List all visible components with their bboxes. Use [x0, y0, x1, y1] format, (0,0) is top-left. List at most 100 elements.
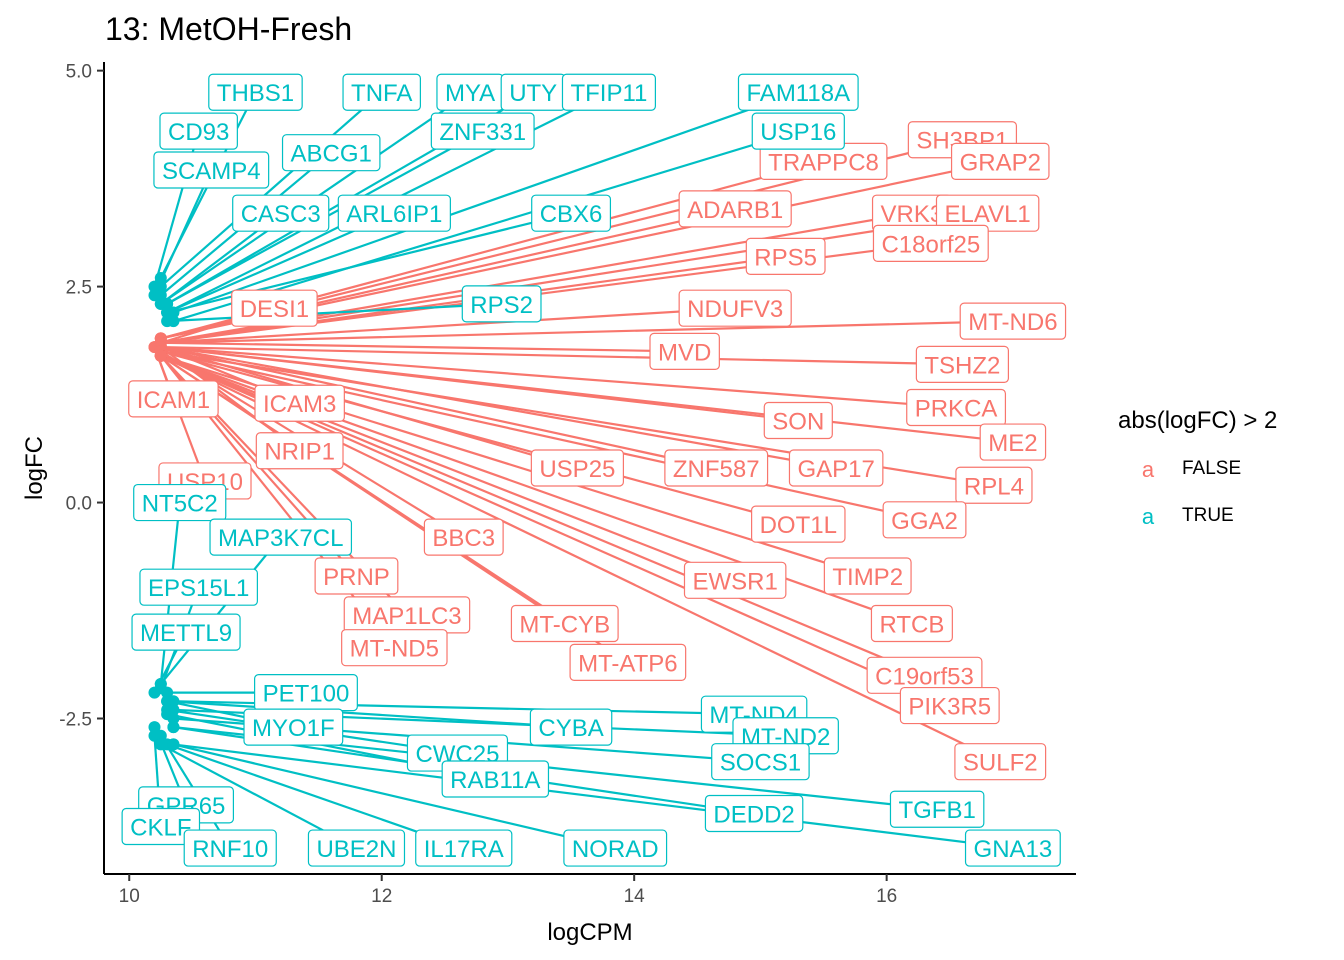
label-segment	[160, 345, 963, 366]
data-label-box	[915, 345, 1009, 383]
data-label-text: NRIP1	[264, 439, 335, 466]
data-label: THBS1	[208, 73, 303, 111]
legend-title: abs(logFC) > 2	[1118, 407, 1277, 434]
data-label-text: FAM118A	[746, 80, 850, 107]
legend-key-false: a	[1142, 457, 1155, 482]
data-label-text: TRAPPC8	[768, 149, 879, 176]
data-label: DOT1L	[751, 505, 846, 543]
data-label-box	[243, 708, 344, 746]
data-label-text: IL17RA	[424, 836, 504, 863]
data-label-text: METTL9	[140, 620, 232, 647]
data-label: TIMP2	[823, 557, 912, 595]
data-point	[167, 712, 180, 725]
y-tick-label: 0.0	[66, 494, 92, 515]
data-point	[161, 315, 174, 328]
data-label: ZNF331	[430, 112, 535, 150]
label-segment	[160, 345, 957, 409]
data-label-box	[737, 73, 859, 111]
x-tick-label: 16	[876, 886, 897, 907]
data-label-text: MYO1F	[252, 715, 335, 742]
legend-label-true: TRUE	[1182, 505, 1234, 526]
data-label-box	[415, 829, 513, 867]
data-label: CYBA	[529, 708, 613, 746]
data-label-box	[153, 151, 270, 189]
label-segment	[160, 350, 799, 526]
data-label-box	[430, 112, 535, 150]
data-label-text: MT-CYB	[519, 611, 610, 638]
data-label-box	[337, 194, 451, 232]
data-label-text: RTCB	[879, 611, 944, 638]
legend-label-false: FALSE	[1182, 458, 1241, 479]
data-label-box	[664, 449, 769, 487]
data-label-text: TNFA	[351, 80, 412, 107]
data-label: TFIP11	[561, 73, 656, 111]
label-segment	[173, 743, 616, 850]
label-segment	[160, 345, 837, 470]
data-label: TRAPPC8	[759, 142, 888, 180]
data-label-text: NDUFV3	[687, 296, 783, 323]
data-label: MAP3K7CL	[209, 518, 353, 556]
data-label-box	[704, 794, 804, 833]
data-label-text: ELAVL1	[944, 201, 1030, 228]
data-label: MVD	[649, 332, 720, 370]
data-label: C19orf53	[866, 656, 983, 694]
data-label: RNF10	[183, 829, 277, 867]
data-point	[167, 738, 180, 751]
data-label-box	[423, 518, 504, 556]
data-label-text: MAP3K7CL	[218, 525, 343, 552]
data-label-text: GRAP2	[960, 149, 1041, 176]
data-label-text: RPL4	[964, 473, 1024, 500]
data-label: SULF2	[954, 743, 1047, 781]
data-label: ABCG1	[281, 134, 381, 172]
data-label-text: ICAM3	[263, 391, 336, 418]
data-label-box	[751, 112, 845, 150]
data-label-text: NORAD	[572, 836, 659, 863]
data-label-text: RPS2	[470, 292, 533, 319]
data-point	[148, 721, 161, 734]
data-label-box	[441, 760, 550, 798]
data-label: TGFB1	[889, 790, 985, 828]
data-label: MT-CYB	[510, 604, 619, 643]
data-label-text: PRNP	[323, 564, 390, 591]
data-label-text: CASC3	[241, 201, 321, 228]
data-label-box	[870, 604, 953, 643]
data-label-box	[563, 829, 668, 867]
data-label: MT-ATP6	[569, 643, 687, 681]
data-label-text: MYA	[445, 80, 495, 107]
data-label-box	[208, 73, 303, 111]
data-label-text: GAP17	[797, 456, 874, 483]
data-label-box	[561, 73, 656, 111]
data-label-box	[209, 518, 353, 556]
y-ticks: 5.0 2.5 0.0 -2.5	[59, 62, 104, 731]
data-label-box	[678, 289, 792, 327]
data-label-text: CBX6	[540, 201, 603, 228]
data-label-box	[955, 466, 1033, 504]
data-label-box	[788, 449, 884, 487]
data-label-box	[530, 449, 625, 487]
data-label: GAP17	[788, 449, 884, 487]
data-label-text: DESI1	[240, 296, 309, 323]
data-point	[148, 686, 161, 699]
data-point	[154, 297, 167, 310]
data-point	[161, 306, 174, 319]
data-label-text: MVD	[658, 339, 711, 366]
data-label: UTY	[500, 73, 566, 111]
data-label-box	[979, 423, 1047, 461]
label-segment	[159, 536, 282, 685]
data-label-text: SULF2	[963, 750, 1038, 777]
data-label-box	[121, 807, 201, 846]
data-label: SCAMP4	[153, 151, 270, 189]
data-label-box	[649, 332, 720, 370]
data-label: SOCS1	[711, 743, 810, 781]
label-segment	[160, 307, 736, 344]
data-label-box	[128, 380, 219, 418]
data-point	[154, 271, 167, 284]
data-label-text: EWSR1	[692, 568, 777, 595]
data-label-text: ADARB1	[687, 197, 783, 224]
x-tick-label: 14	[624, 886, 646, 907]
data-label: DEDD2	[704, 794, 804, 833]
data-label-box	[131, 613, 241, 651]
data-label-box	[889, 790, 985, 828]
data-label-box	[231, 289, 318, 327]
